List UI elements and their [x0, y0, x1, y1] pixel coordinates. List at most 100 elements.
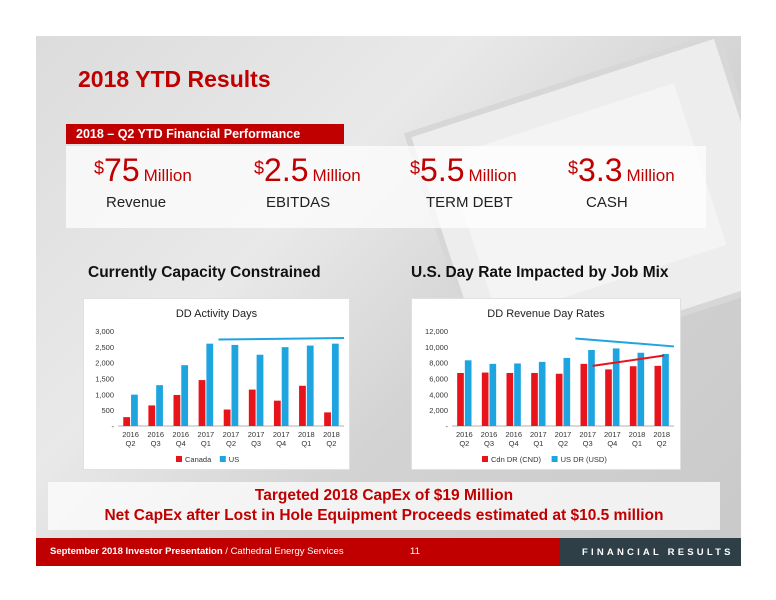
x-tick-label: Q4 — [276, 439, 286, 448]
bar-us-dr-usd — [588, 350, 595, 426]
activity-days-plot: -5001,0001,5002,0002,5003,0002016Q22016Q… — [95, 327, 345, 464]
x-tick-label: Q3 — [484, 439, 494, 448]
y-tick-label: 12,000 — [425, 327, 448, 336]
y-tick-label: 1,500 — [95, 375, 114, 384]
trend-line — [575, 337, 675, 348]
bar-us-dr-usd — [514, 363, 521, 426]
bar-cdn-dr-cnd — [580, 363, 588, 426]
x-tick-label: Q3 — [583, 439, 593, 448]
trend-line — [592, 354, 665, 367]
bar-us — [131, 394, 138, 426]
x-tick-label: 2018 — [629, 430, 646, 439]
x-tick-label: 2017 — [248, 430, 265, 439]
capex-target: Targeted 2018 CapEx of $19 Million — [254, 487, 514, 504]
x-tick-label: 2016 — [456, 430, 473, 439]
bar-us-dr-usd — [489, 363, 497, 426]
x-tick-label: Q1 — [301, 439, 311, 448]
trend-line — [218, 336, 345, 341]
footer-section-bar — [560, 538, 741, 566]
y-tick-label: 6,000 — [429, 375, 448, 384]
bar-us — [181, 365, 189, 426]
bar-canada — [223, 409, 231, 426]
x-tick-label: Q2 — [226, 439, 236, 448]
legend-swatch — [219, 456, 226, 462]
x-tick-label: Q1 — [533, 439, 543, 448]
bar-us — [156, 385, 163, 426]
kpi-sign: $ — [568, 158, 579, 178]
footer-presentation: September 2018 Investor Presentation / C… — [50, 546, 344, 557]
x-tick-label: Q2 — [326, 439, 336, 448]
x-tick-label: Q4 — [176, 439, 186, 448]
footer-section-title: FINANCIAL RESULTS — [582, 547, 734, 558]
bar-us — [256, 354, 264, 426]
bar-us — [206, 343, 214, 426]
bar-canada — [248, 389, 256, 426]
x-tick-label: 2017 — [198, 430, 215, 439]
x-tick-label: Q4 — [607, 439, 617, 448]
x-tick-label: 2017 — [223, 430, 240, 439]
legend-swatch — [551, 456, 558, 462]
page-number: 11 — [410, 546, 420, 557]
bar-canada — [123, 417, 131, 426]
legend-label: US — [229, 455, 239, 464]
x-tick-label: 2017 — [530, 430, 547, 439]
y-tick-label: 8,000 — [429, 359, 448, 368]
x-tick-label: 2017 — [555, 430, 572, 439]
bar-cdn-dr-cnd — [506, 372, 514, 426]
x-tick-label: 2017 — [604, 430, 621, 439]
x-tick-label: Q3 — [251, 439, 261, 448]
bar-cdn-dr-cnd — [654, 365, 662, 426]
x-tick-label: 2018 — [298, 430, 315, 439]
chart-title: DD Revenue Day Rates — [487, 308, 605, 320]
slide-background: 2018 YTD Results 2018 – Q2 YTD Financial… — [36, 36, 741, 566]
footer-bar — [36, 538, 556, 566]
bar-cdn-dr-cnd — [629, 366, 637, 426]
y-tick-label: 10,000 — [425, 343, 448, 352]
bar-cdn-dr-cnd — [457, 372, 464, 426]
x-tick-label: 2017 — [273, 430, 290, 439]
kpi-unit: Million — [312, 166, 361, 185]
x-tick-label: 2018 — [653, 430, 670, 439]
footer-presentation-title: September 2018 Investor Presentation — [50, 546, 223, 557]
page-title: 2018 YTD Results — [78, 66, 271, 92]
kpi-label-term-debt: TERM DEBT — [426, 194, 513, 211]
legend-label: US DR (USD) — [561, 455, 608, 464]
x-tick-label: Q2 — [126, 439, 136, 448]
y-tick-label: 2,000 — [429, 406, 448, 415]
x-tick-label: 2018 — [323, 430, 340, 439]
bar-us — [281, 347, 289, 426]
kpi-unit: Million — [468, 166, 517, 185]
bar-us — [231, 344, 239, 426]
kpi-sign: $ — [94, 158, 105, 178]
chart-title: DD Activity Days — [175, 308, 258, 320]
kpi-unit: Million — [626, 166, 675, 185]
bar-canada — [198, 380, 206, 426]
y-tick-label: 500 — [101, 406, 114, 415]
y-tick-label: 2,500 — [95, 343, 114, 352]
bar-cdn-dr-cnd — [605, 369, 612, 426]
x-tick-label: Q2 — [657, 439, 667, 448]
x-tick-label: 2016 — [122, 430, 139, 439]
x-tick-label: Q2 — [558, 439, 568, 448]
bar-cdn-dr-cnd — [531, 372, 538, 426]
legend-swatch — [176, 456, 182, 462]
kpi-value: 5.5 — [420, 152, 465, 188]
subtitle-right: U.S. Day Rate Impacted by Job Mix — [411, 264, 669, 281]
y-tick-label: 1,000 — [95, 390, 114, 399]
bar-canada — [299, 385, 306, 426]
kpi-value: 75 — [104, 152, 140, 188]
x-tick-label: Q4 — [509, 439, 519, 448]
bar-us-dr-usd — [464, 360, 472, 426]
bar-canada — [273, 400, 281, 426]
kpi-value: 2.5 — [264, 152, 309, 188]
bar-us — [331, 343, 339, 426]
kpi-panel: $75 Million Revenue $2.5 Million EBITDAS $… — [66, 146, 706, 228]
bar-cdn-dr-cnd — [555, 373, 563, 426]
x-tick-label: 2016 — [147, 430, 164, 439]
day-rates-plot: -2,0004,0006,0008,00010,00012,0002016Q22… — [425, 327, 675, 464]
chart-activity-days: DD Activity Days - 500 1,000 1,500 2,000 2,50… — [83, 298, 350, 470]
y-tick-label: 4,000 — [429, 390, 448, 399]
kpi-sign: $ — [254, 158, 265, 178]
bar-us-dr-usd — [563, 357, 571, 426]
legend-swatch — [482, 456, 488, 462]
